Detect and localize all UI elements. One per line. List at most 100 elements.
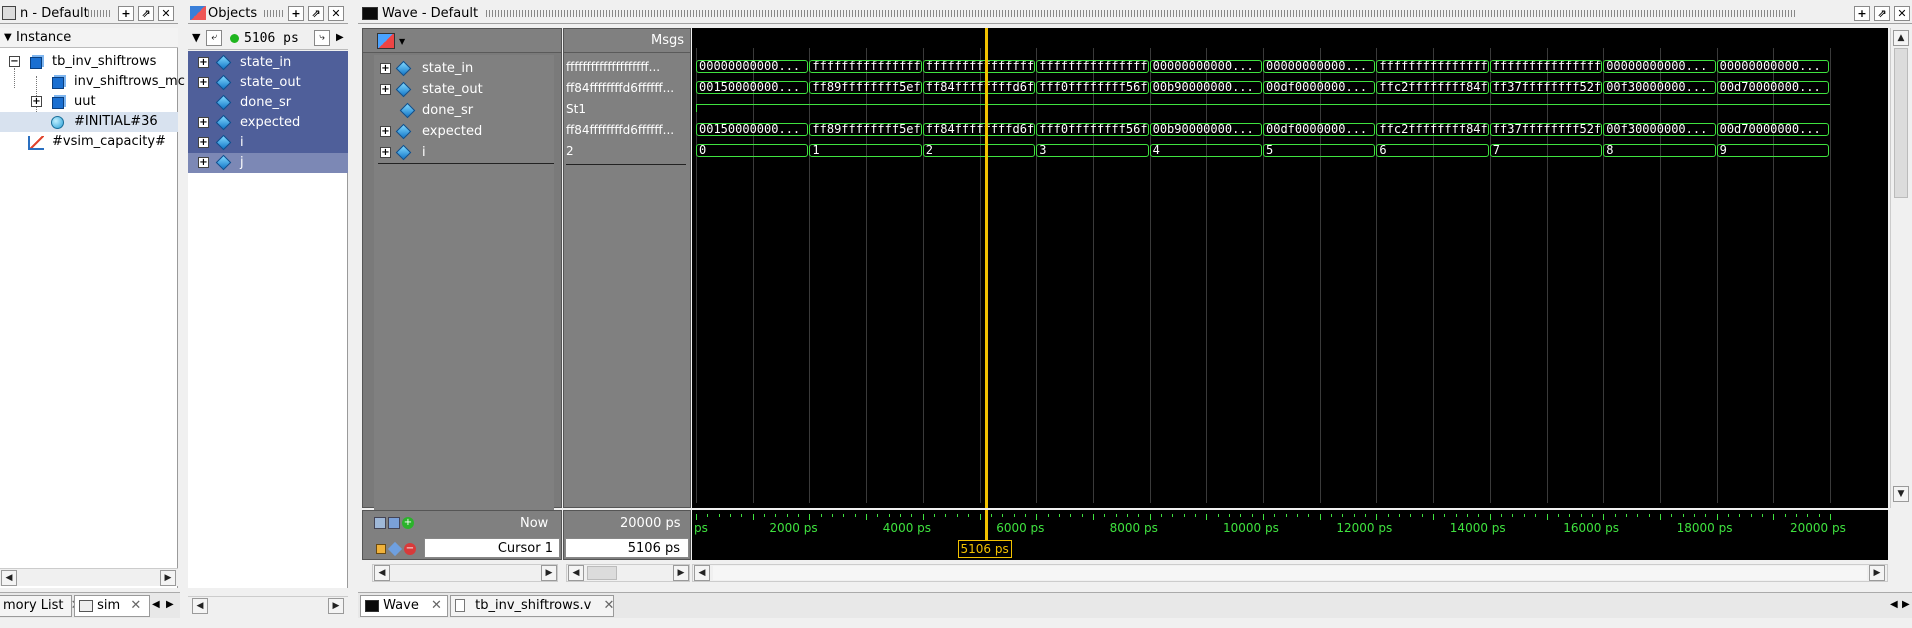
wave-segment-state-in[interactable]: ffffffffffffffffff...	[1489, 60, 1603, 73]
wave-segment-state-in[interactable]: ffffffffffffffffff...	[922, 60, 1036, 73]
scroll-left-icon[interactable]: ◀	[568, 565, 584, 581]
wave-segment-state-in[interactable]: ffffffffffffffffff...	[1376, 60, 1489, 73]
object-j[interactable]: + j	[188, 153, 348, 173]
wave-segment-state-in[interactable]: 00000000000...	[696, 60, 809, 73]
wave-segment-expected[interactable]: ff89ffffffff5ef...	[809, 123, 922, 136]
wave-segment-state-out[interactable]: 00b90000000...	[1149, 81, 1262, 94]
expand-icon[interactable]: +	[380, 63, 391, 74]
cursor-time-flag[interactable]: 5106 ps	[957, 540, 1012, 558]
wave-signal-state-out[interactable]: + state_out	[376, 79, 556, 100]
scroll-left-icon[interactable]: ◀	[1, 570, 17, 586]
step-icon[interactable]: ⤶	[206, 30, 222, 46]
wave-signal-expected[interactable]: + expected	[376, 121, 556, 142]
wave-v-scrollbar[interactable]: ▲ ▼	[1890, 28, 1910, 508]
drag-grip[interactable]	[264, 10, 284, 17]
close-icon[interactable]: ✕	[430, 598, 442, 613]
wave-segment-state-out[interactable]: 00d70000000...	[1716, 81, 1829, 94]
names-h-scrollbar[interactable]: ◀ ▶	[372, 564, 558, 582]
wave-segment-state-out[interactable]: 00df0000000...	[1263, 81, 1376, 94]
tab-tb-inv-shiftrows-v[interactable]: tb_inv_shiftrows.v ✕	[450, 595, 614, 617]
tree-item-vsim-capacity[interactable]: #vsim_capacity#	[0, 132, 178, 152]
wave-segment-i[interactable]: 4	[1149, 144, 1262, 157]
object-done-sr[interactable]: done_sr	[188, 93, 348, 113]
expand-icon[interactable]: +	[31, 96, 42, 107]
wave-segment-expected[interactable]: ff84ffffffffd6f...	[922, 123, 1036, 136]
instance-h-scrollbar[interactable]: ◀ ▶	[0, 568, 178, 586]
wave-segment-state-out[interactable]: ff37ffffffff52f...	[1489, 81, 1603, 94]
dock-button[interactable]: +	[1854, 6, 1870, 21]
dock-button[interactable]: +	[288, 6, 304, 21]
scroll-thumb[interactable]	[587, 566, 617, 580]
scroll-down-icon[interactable]: ▼	[1893, 486, 1909, 502]
wave-segment-i[interactable]: 7	[1489, 144, 1603, 157]
cursor-label-box[interactable]: Cursor 1	[424, 538, 560, 558]
tree-item-inv-shiftrows-mc[interactable]: inv_shiftrows_mc	[0, 72, 185, 92]
wave-segment-state-out[interactable]: 00f30000000...	[1603, 81, 1716, 94]
scroll-left-icon[interactable]: ◀	[694, 565, 710, 581]
signal-menu-icon[interactable]	[377, 33, 395, 49]
expand-icon[interactable]: +	[198, 157, 209, 168]
objects-h-scrollbar[interactable]: ◀ ▶	[188, 596, 348, 614]
close-icon[interactable]: ✕	[603, 598, 615, 613]
wave-segment-state-in[interactable]: ffffffffffffffffff...	[1036, 60, 1149, 73]
tree-item-uut[interactable]: + uut	[0, 92, 178, 112]
object-expected[interactable]: + expected	[188, 113, 348, 133]
expand-icon[interactable]: +	[198, 137, 209, 148]
expand-icon[interactable]: +	[380, 84, 391, 95]
waveform-area[interactable]	[692, 28, 1888, 508]
wave-segment-i[interactable]: 0	[696, 144, 809, 157]
undock-button[interactable]: ⇗	[138, 6, 154, 21]
scroll-right-icon[interactable]: ▶	[541, 565, 557, 581]
tab-scroll-right-icon[interactable]: ▶	[166, 599, 174, 610]
collapse-icon[interactable]: −	[9, 56, 20, 67]
wave-segment-state-in[interactable]: 00000000000...	[1716, 60, 1829, 73]
delete-cursor-icon[interactable]: −	[404, 543, 416, 555]
tab-wave[interactable]: Wave ✕	[360, 595, 448, 617]
expand-icon[interactable]: +	[380, 126, 391, 137]
expand-icon[interactable]: +	[198, 57, 209, 68]
wave-segment-state-out[interactable]: fff0ffffffff56f...	[1036, 81, 1149, 94]
cursor-list-icon[interactable]	[388, 517, 400, 529]
tab-scroll-left-icon[interactable]: ◀	[152, 599, 160, 610]
wave-segment-i[interactable]: 3	[1036, 144, 1149, 157]
wave-segment-state-out[interactable]: ffc2ffffffff84f...	[1376, 81, 1489, 94]
scroll-thumb[interactable]	[1894, 48, 1908, 198]
tree-item-tb-inv-shiftrows[interactable]: − tb_inv_shiftrows	[0, 52, 178, 72]
wave-segment-expected[interactable]: 00f30000000...	[1603, 123, 1716, 136]
tab-scroll-left-icon[interactable]: ◀	[1890, 599, 1898, 610]
tab-sim[interactable]: sim ✕	[74, 595, 150, 617]
lock-icon[interactable]	[376, 544, 386, 554]
plus-icon[interactable]: +	[402, 517, 414, 529]
wave-segment-state-in[interactable]: 00000000000...	[1603, 60, 1716, 73]
wave-signal-done-sr[interactable]: done_sr	[376, 100, 556, 121]
close-icon[interactable]: ✕	[130, 598, 142, 613]
wave-segment-expected[interactable]: ff37ffffffff52f...	[1489, 123, 1603, 136]
undock-button[interactable]: ⇗	[1874, 6, 1890, 21]
jump-icon[interactable]: ⤷	[314, 30, 330, 46]
wave-segment-i[interactable]: 9	[1716, 144, 1829, 157]
object-state-in[interactable]: + state_in	[188, 53, 348, 73]
wave-segment-i[interactable]: 1	[809, 144, 922, 157]
cursor-value-box[interactable]: 5106 ps	[565, 538, 689, 558]
close-button[interactable]: ✕	[328, 6, 344, 21]
object-i[interactable]: + i	[188, 133, 348, 153]
scroll-right-icon[interactable]: ▶	[328, 598, 344, 614]
scroll-right-icon[interactable]: ▶	[1869, 565, 1885, 581]
wave-segment-state-in[interactable]: 00000000000...	[1263, 60, 1376, 73]
drag-grip[interactable]	[88, 10, 112, 17]
close-button[interactable]: ✕	[158, 6, 174, 21]
wave-signal-state-in[interactable]: + state_in	[376, 58, 556, 79]
timeline-area[interactable]	[692, 510, 1888, 560]
wave-segment-expected[interactable]: 00150000000...	[696, 123, 809, 136]
values-h-scrollbar[interactable]: ◀ ▶	[566, 564, 690, 582]
scroll-up-icon[interactable]: ▲	[1893, 30, 1909, 46]
wave-done-sr-high[interactable]	[696, 104, 1830, 105]
add-cursor-icon[interactable]	[374, 517, 386, 529]
wave-h-scrollbar[interactable]: ◀ ▶	[692, 564, 1888, 582]
wave-segment-state-in[interactable]: 00000000000...	[1149, 60, 1262, 73]
tab-memory-list[interactable]: mory List ✕	[0, 595, 82, 617]
tab-scroll-right-icon[interactable]: ▶	[1902, 599, 1910, 610]
scroll-right-icon[interactable]: ▶	[673, 565, 689, 581]
wave-segment-state-out[interactable]: 00150000000...	[696, 81, 809, 94]
wave-segment-i[interactable]: 6	[1376, 144, 1489, 157]
